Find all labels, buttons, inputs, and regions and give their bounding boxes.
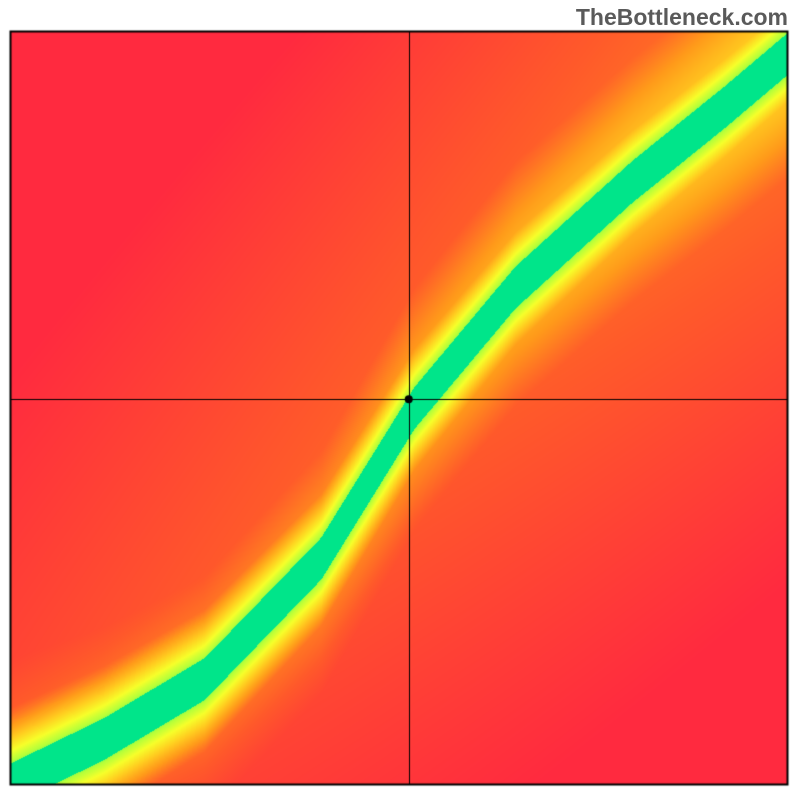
chart-container: TheBottleneck.com — [0, 0, 800, 800]
bottleneck-heatmap-canvas — [0, 0, 800, 800]
